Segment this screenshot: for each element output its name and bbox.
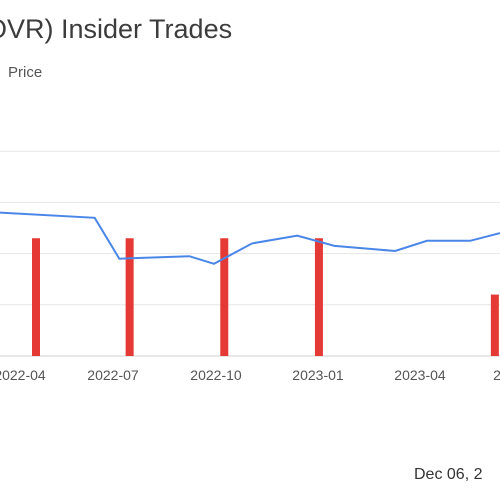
price-line xyxy=(0,211,500,265)
x-tick-label-5: 2 xyxy=(493,367,500,383)
trade-bar-3 xyxy=(314,238,323,356)
x-tick-label-0: 2022-04 xyxy=(0,367,46,383)
trade-bar-2 xyxy=(220,238,229,356)
trade-bar-0 xyxy=(32,238,41,356)
x-tick-label-1: 2022-07 xyxy=(87,367,139,383)
legend-price-label: Price xyxy=(8,64,43,81)
x-tick-label-3: 2023-01 xyxy=(292,367,344,383)
footer-date: Dec 06, 2 xyxy=(414,466,483,483)
trade-bar-4 xyxy=(490,294,499,356)
chart-title: OVR) Insider Trades xyxy=(0,14,233,44)
legend: Price xyxy=(0,64,42,81)
x-tick-label-4: 2023-04 xyxy=(394,367,446,383)
x-tick-label-2: 2022-10 xyxy=(190,367,242,383)
trade-bar-1 xyxy=(125,238,134,356)
